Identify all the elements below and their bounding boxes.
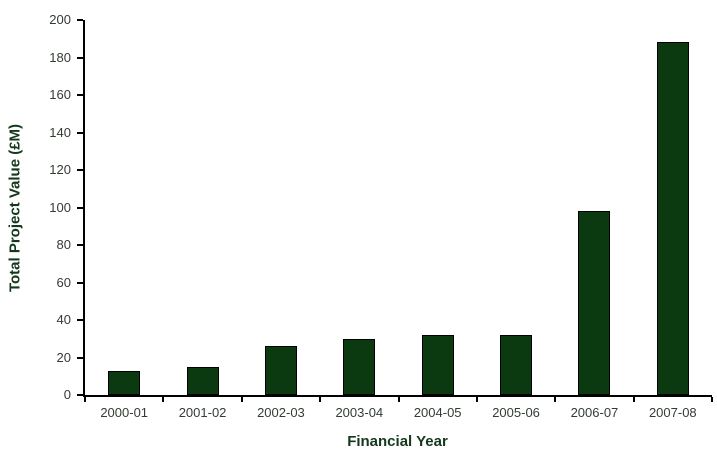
y-tick-label: 0 bbox=[63, 387, 71, 402]
bar-2007-08 bbox=[657, 42, 689, 395]
x-cat-label: 2000-01 bbox=[100, 405, 149, 420]
x-cat-label: 2005-06 bbox=[492, 405, 540, 420]
x-axis-tick bbox=[240, 397, 243, 402]
y-tick-label: 140 bbox=[49, 124, 71, 140]
y-axis-tick bbox=[77, 169, 83, 171]
x-cat-label: 2004-05 bbox=[413, 405, 462, 420]
bar-2002-03 bbox=[265, 346, 297, 395]
x-cat-label: 2001-02 bbox=[178, 405, 227, 420]
y-axis-tick bbox=[77, 131, 83, 134]
x-axis-title: Financial Year bbox=[347, 433, 448, 450]
y-tick-label: 100 bbox=[49, 199, 71, 215]
x-axis-tick bbox=[475, 397, 478, 402]
y-axis-tick bbox=[77, 281, 83, 284]
x-cat-label: 2007-08 bbox=[648, 405, 697, 420]
y-axis-tick bbox=[77, 244, 83, 246]
y-tick-label: 120 bbox=[49, 162, 71, 177]
y-axis-tick bbox=[77, 319, 83, 321]
bar-2005-06 bbox=[500, 335, 532, 395]
bar-2004-05 bbox=[422, 335, 454, 395]
y-axis-tick bbox=[77, 206, 83, 209]
x-cat-label: 2006-07 bbox=[570, 405, 619, 420]
x-axis-tick bbox=[84, 397, 86, 402]
x-axis-tick bbox=[711, 397, 713, 402]
y-tick-label: 60 bbox=[56, 274, 71, 290]
y-tick-label: 80 bbox=[56, 237, 71, 252]
y-tick-label: 180 bbox=[49, 49, 71, 65]
bar-2000-01 bbox=[108, 371, 140, 395]
x-axis-tick bbox=[632, 397, 635, 402]
y-axis-tick bbox=[77, 356, 83, 359]
x-axis-tick bbox=[554, 397, 557, 402]
y-axis-title: Total Project Value (£M) bbox=[6, 123, 24, 293]
y-tick-label: 20 bbox=[56, 349, 71, 365]
y-axis-tick bbox=[77, 19, 83, 21]
bar-2001-02 bbox=[187, 367, 219, 395]
y-axis-tick bbox=[77, 56, 83, 59]
x-axis-tick bbox=[319, 397, 322, 402]
y-axis-tick bbox=[77, 94, 83, 96]
y-tick-label: 200 bbox=[49, 12, 71, 27]
plot-area: 0 20 40 60 80 100 120 140 160 180 200 2000-01 2001-0… bbox=[49, 12, 713, 420]
x-axis-tick bbox=[162, 397, 165, 402]
y-tick-label: 160 bbox=[49, 87, 71, 102]
x-cat-label: 2002-03 bbox=[257, 405, 305, 420]
bar-2003-04 bbox=[343, 339, 375, 395]
x-cat-label: 2003-04 bbox=[335, 405, 384, 420]
bar-2006-07 bbox=[578, 211, 610, 395]
x-axis-tick bbox=[397, 397, 400, 402]
y-axis-tick bbox=[77, 394, 83, 396]
y-tick-label: 40 bbox=[56, 312, 71, 327]
